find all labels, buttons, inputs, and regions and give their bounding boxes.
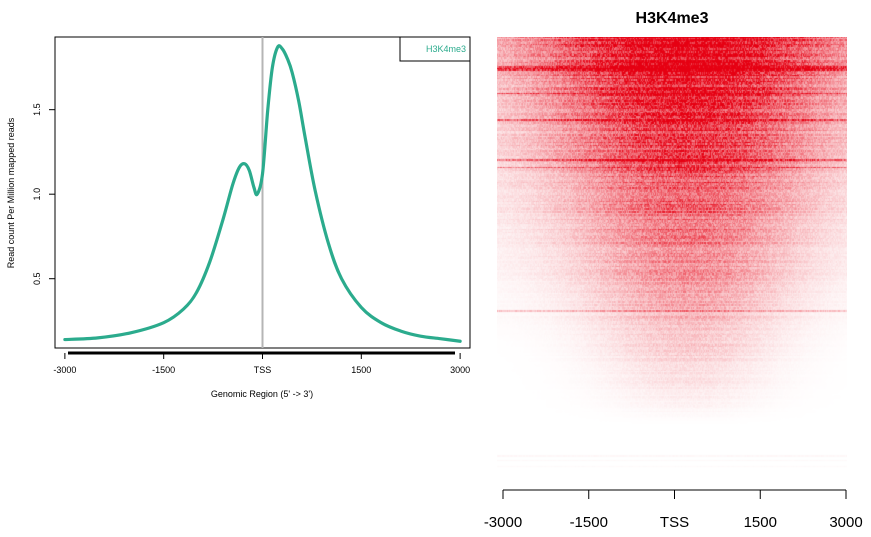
legend-entry-h3k4me3: H3K4me3 [426, 44, 466, 54]
profile-plot: H3K4me3 -3000 -1500 TSS 1500 3000 0.51.01.5 … [6, 36, 471, 399]
heatmap-x-tick-label: -3000 [484, 514, 522, 531]
legend: H3K4me3 [399, 36, 471, 62]
heatmap-x-tick-label: TSS [660, 514, 689, 531]
heatmap-x-axis: -3000 -1500 TSS 1500 3000 [484, 489, 863, 531]
y-tick-label: 0.5 [32, 272, 42, 285]
legend-box [399, 36, 471, 62]
x-axis: -3000 -1500 TSS 1500 3000 [53, 351, 470, 375]
x-tick-label: -1500 [152, 365, 175, 375]
y-tick-label: 1.5 [32, 103, 42, 116]
x-tick-label: -3000 [53, 365, 76, 375]
heatmap-cells [497, 37, 847, 481]
x-tick-label: 1500 [351, 365, 371, 375]
heatmap-x-tick-label: 3000 [829, 514, 862, 531]
y-axis-label: Read count Per Million mapped reads [6, 117, 16, 268]
heatmap-title: H3K4me3 [636, 10, 709, 27]
heatmap-x-tick-label: 1500 [744, 514, 777, 531]
x-tick-label: TSS [254, 365, 272, 375]
y-tick-label: 1.0 [32, 188, 42, 201]
x-tick-label: 3000 [450, 365, 470, 375]
heatmap-plot: H3K4me3 -3000 -1500 TSS 1500 3000 [484, 10, 863, 531]
x-axis-label: Genomic Region (5' -> 3') [211, 389, 313, 399]
heatmap-x-tick-label: -1500 [570, 514, 608, 531]
y-axis: 0.5 1.0 1.5 [32, 103, 55, 285]
series-line-h3k4me3 [63, 44, 462, 343]
